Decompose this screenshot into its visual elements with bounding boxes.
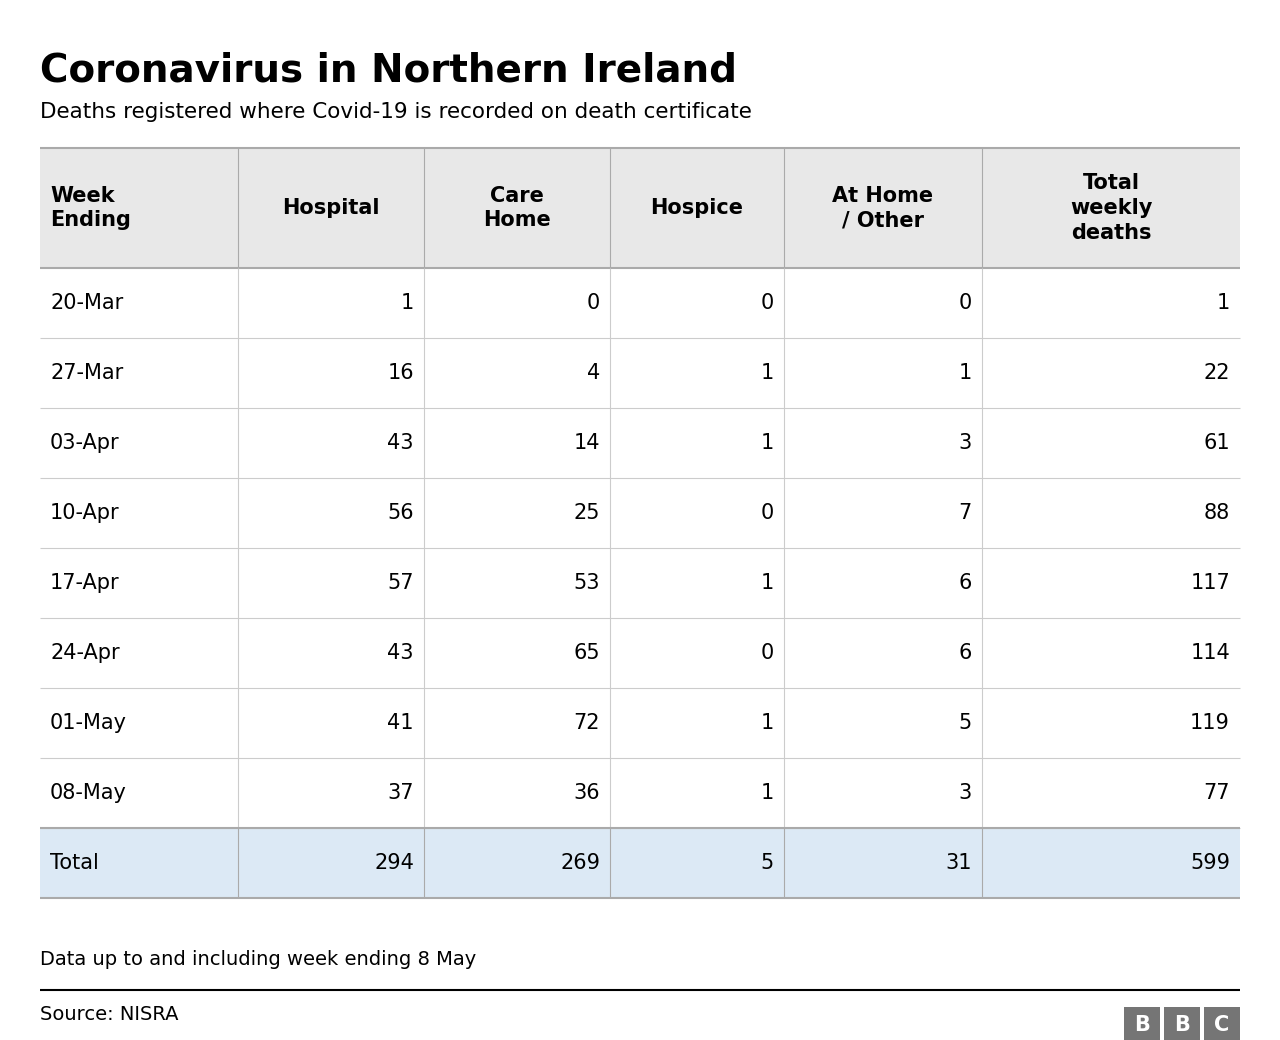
Text: 43: 43	[388, 433, 413, 453]
Text: 72: 72	[573, 713, 600, 733]
Text: Total
weekly
deaths: Total weekly deaths	[1070, 174, 1152, 242]
Text: 3: 3	[959, 783, 972, 803]
Text: 01-May: 01-May	[50, 713, 127, 733]
Text: 0: 0	[959, 293, 972, 313]
Text: 0: 0	[760, 503, 774, 523]
Text: 88: 88	[1203, 503, 1230, 523]
Text: 1: 1	[1217, 293, 1230, 313]
Text: 17-Apr: 17-Apr	[50, 573, 119, 593]
Text: 294: 294	[374, 853, 413, 873]
Text: 0: 0	[760, 643, 774, 664]
Text: 3: 3	[959, 433, 972, 453]
Text: B: B	[1174, 1015, 1190, 1035]
Text: Week
Ending: Week Ending	[50, 185, 131, 231]
Bar	[40, 408, 1240, 478]
Text: 25: 25	[573, 503, 600, 523]
Text: 6: 6	[959, 573, 972, 593]
Text: 77: 77	[1203, 783, 1230, 803]
Text: B: B	[1134, 1015, 1149, 1035]
Text: 0: 0	[760, 293, 774, 313]
Bar	[40, 478, 1240, 548]
Text: 56: 56	[388, 503, 413, 523]
Text: 117: 117	[1190, 573, 1230, 593]
Bar	[40, 758, 1240, 828]
Text: 36: 36	[573, 783, 600, 803]
Bar	[1124, 1007, 1160, 1040]
Bar	[40, 268, 1240, 338]
Text: Data up to and including week ending 8 May: Data up to and including week ending 8 M…	[40, 950, 476, 969]
Text: 5: 5	[959, 713, 972, 733]
Text: 1: 1	[959, 363, 972, 383]
Text: Coronavirus in Northern Ireland: Coronavirus in Northern Ireland	[40, 52, 737, 90]
Bar	[40, 148, 1240, 268]
Bar	[40, 618, 1240, 688]
Text: 16: 16	[388, 363, 413, 383]
Text: 53: 53	[573, 573, 600, 593]
Text: 03-Apr: 03-Apr	[50, 433, 119, 453]
Text: 65: 65	[573, 643, 600, 664]
Bar	[1164, 1007, 1201, 1040]
Text: Total: Total	[50, 853, 99, 873]
Bar	[40, 828, 1240, 898]
Text: Hospice: Hospice	[650, 198, 744, 218]
Text: 7: 7	[959, 503, 972, 523]
Text: 27-Mar: 27-Mar	[50, 363, 123, 383]
Text: 14: 14	[573, 433, 600, 453]
Text: 22: 22	[1203, 363, 1230, 383]
Text: 43: 43	[388, 643, 413, 664]
Text: 24-Apr: 24-Apr	[50, 643, 119, 664]
Text: 269: 269	[561, 853, 600, 873]
Text: 1: 1	[401, 293, 413, 313]
Text: 20-Mar: 20-Mar	[50, 293, 123, 313]
Text: 1: 1	[760, 783, 774, 803]
Text: 1: 1	[760, 713, 774, 733]
Bar	[1204, 1007, 1240, 1040]
Text: 5: 5	[760, 853, 774, 873]
Text: Source: NISRA: Source: NISRA	[40, 1005, 178, 1024]
Text: Hospital: Hospital	[283, 198, 380, 218]
Text: 31: 31	[946, 853, 972, 873]
Text: 599: 599	[1190, 853, 1230, 873]
Bar	[40, 548, 1240, 618]
Text: 10-Apr: 10-Apr	[50, 503, 119, 523]
Text: 1: 1	[760, 573, 774, 593]
Text: Care
Home: Care Home	[483, 185, 550, 231]
Text: Deaths registered where Covid-19 is recorded on death certificate: Deaths registered where Covid-19 is reco…	[40, 102, 751, 122]
Text: 1: 1	[760, 433, 774, 453]
Text: 57: 57	[388, 573, 413, 593]
Text: 37: 37	[388, 783, 413, 803]
Text: 6: 6	[959, 643, 972, 664]
Text: 0: 0	[586, 293, 600, 313]
Text: 119: 119	[1190, 713, 1230, 733]
Text: C: C	[1215, 1015, 1230, 1035]
Text: 08-May: 08-May	[50, 783, 127, 803]
Text: 4: 4	[586, 363, 600, 383]
Bar	[40, 688, 1240, 758]
Text: At Home
/ Other: At Home / Other	[832, 185, 933, 231]
Text: 41: 41	[388, 713, 413, 733]
Text: 61: 61	[1203, 433, 1230, 453]
Bar	[40, 338, 1240, 408]
Text: 1: 1	[760, 363, 774, 383]
Text: 114: 114	[1190, 643, 1230, 664]
